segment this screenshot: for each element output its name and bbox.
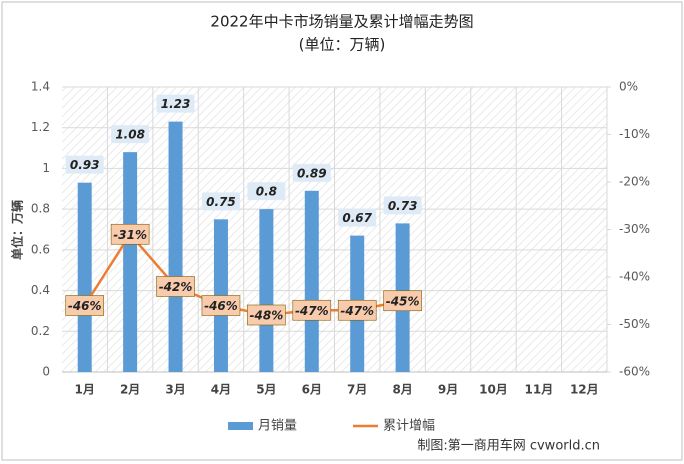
bar-label: 0.75 [206,195,236,209]
bar-label-box [383,196,422,215]
x-tick-label: 11月 [525,383,554,397]
footer: 制图:第一商用车网 cvworld.cn [417,438,600,454]
legend-label: 月销量 [258,419,297,434]
bar-label-box [292,163,331,182]
x-tick-label: 8月 [392,383,412,397]
y-tick-label: 1 [42,161,50,175]
bar-label: 0.73 [388,199,418,213]
line-label-box [201,295,241,316]
y-tick-label: 1.4 [31,80,50,94]
x-tick-label: 10月 [479,383,508,397]
bar-label: 1.23 [161,97,191,111]
y2-tick-label: -40% [619,270,650,284]
y-tick-label: 0.6 [31,242,50,256]
bar-label-box [201,192,240,211]
x-tick-label: 5月 [256,383,276,397]
y-tick-label: 0.8 [31,202,50,216]
y-tick-label: 0.4 [31,283,50,297]
y2-tick-label: -30% [619,222,650,236]
bar-label: 0.93 [70,158,100,172]
x-tick-label: 6月 [302,383,322,397]
line-label-box [110,223,150,245]
chart-title: 2022年中卡市场销量及累计增幅走势图 [210,13,473,31]
bar-label-box [156,94,195,113]
line-label-box [65,295,105,316]
bar [77,182,92,372]
y2-tick-label: -10% [619,127,650,141]
y2-tick-label: -60% [619,365,650,379]
bar-label-box [65,155,104,174]
y2-tick-label: -50% [619,317,650,331]
bar-label: 0.67 [342,211,372,225]
x-tick-label: 4月 [211,383,231,397]
line-label-box [156,276,195,297]
bar-label: 0.89 [297,166,327,180]
line-label: -42% [159,280,193,294]
y2-tick-label: 0% [619,80,638,94]
x-tick-label: 12月 [570,383,599,397]
bar [304,190,319,372]
y2-tick-label: -20% [619,175,650,189]
x-tick-label: 1月 [75,383,95,397]
chart-subtitle: (单位：万辆) [299,36,386,54]
bar-label-box [338,208,377,227]
y-tick-label: 1.2 [31,120,50,134]
line-label: -47% [340,304,374,318]
line-label-box [247,304,286,326]
legend-swatch [228,422,253,430]
x-tick-label: 9月 [438,383,458,397]
y-tick-label: 0.2 [31,324,50,338]
y-axis-label: 单位：万辆 [10,200,25,260]
line-label-box [337,299,377,321]
line-label: -46% [204,299,238,313]
bar [259,209,274,372]
bar-label-box [247,182,286,201]
bar-label-box [111,125,150,144]
x-tick-label: 2月 [120,383,140,397]
line-label: -45% [386,294,420,308]
line-label: -48% [250,309,284,323]
legend-label: 累计增幅 [383,419,435,434]
bar [168,121,183,372]
x-tick-label: 3月 [165,383,185,397]
line-label: -31% [113,228,147,242]
line-label-box [292,299,332,321]
bar-label: 1.08 [115,128,145,142]
y-tick-label: 0 [42,365,50,379]
line-label-box [383,290,422,312]
bar-label: 0.8 [256,185,277,199]
bar [123,152,138,372]
line-label: -47% [295,304,329,318]
line-label: -46% [68,299,102,313]
x-tick-label: 7月 [347,383,367,397]
